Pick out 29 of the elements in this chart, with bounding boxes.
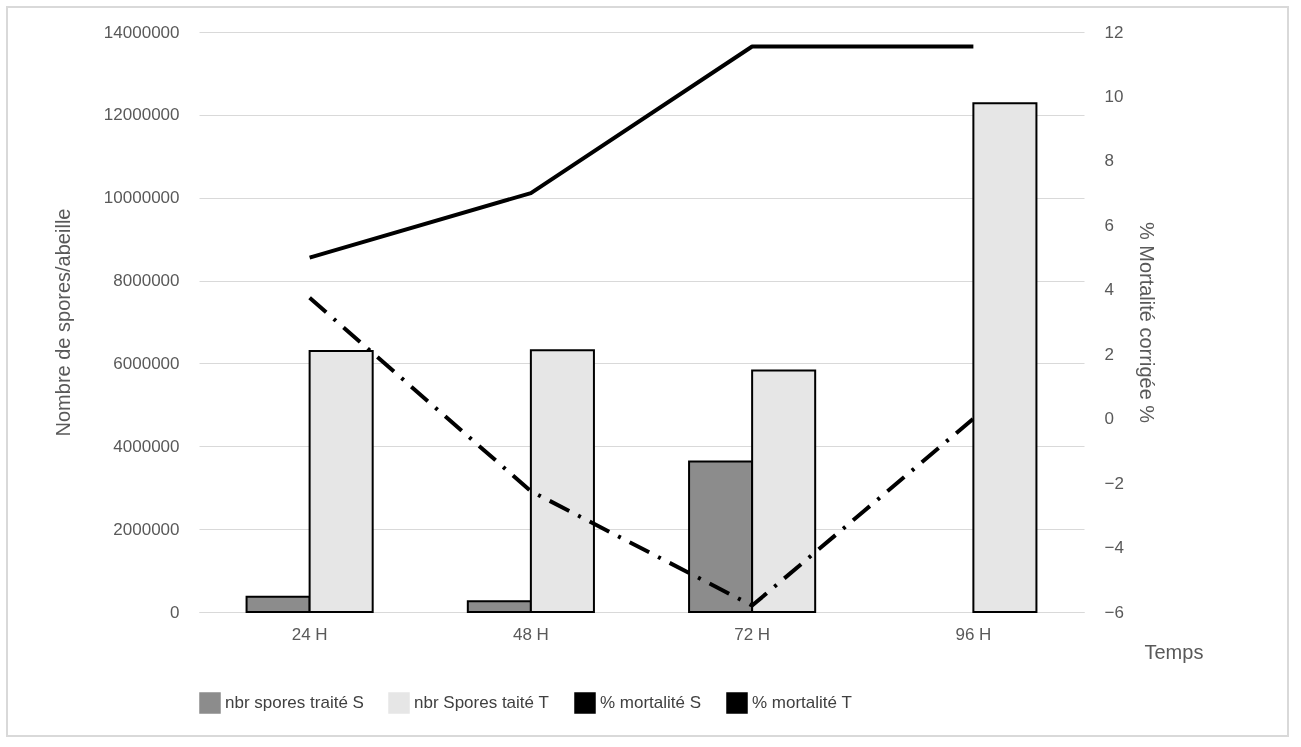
y2-axis-title: % Mortalité corrigée % <box>1135 221 1158 424</box>
y-tick-label: 2000000 <box>113 519 180 539</box>
x-axis-title: Temps <box>1144 640 1204 663</box>
legend-label: % mortalité T <box>752 693 852 712</box>
x-tick-label: 96 H <box>955 624 992 644</box>
y-tick-label: 14000000 <box>103 22 180 42</box>
legend-label: nbr spores traité S <box>225 693 364 712</box>
y2-tick-label: 0 <box>1104 409 1114 429</box>
legend-label: nbr Spores taité T <box>414 693 549 712</box>
x-tick-label: 24 H <box>291 624 328 644</box>
x-tick-label: 72 H <box>734 624 771 644</box>
y-tick-label: 0 <box>170 602 180 622</box>
legend-label: % mortalité S <box>600 693 702 712</box>
y2-tick-label: 8 <box>1104 151 1114 171</box>
y2-tick-label: 6 <box>1104 215 1114 235</box>
y-tick-label: 4000000 <box>113 436 180 456</box>
y-tick-label: 12000000 <box>103 105 180 125</box>
y-tick-label: 6000000 <box>113 353 180 373</box>
y-tick-label: 10000000 <box>103 188 180 208</box>
y2-tick-label: 12 <box>1104 22 1124 42</box>
y-tick-label: 8000000 <box>113 271 180 291</box>
y2-tick-label: −6 <box>1104 602 1124 622</box>
x-tick-label: 48 H <box>512 624 549 644</box>
y2-tick-label: −2 <box>1104 473 1124 493</box>
y2-tick-label: −4 <box>1104 538 1124 558</box>
y2-tick-label: 10 <box>1104 86 1124 106</box>
y2-tick-label: 4 <box>1104 280 1114 300</box>
y2-tick-label: 2 <box>1104 344 1114 364</box>
y-axis-title: Nombre de spores/abeille <box>51 208 74 437</box>
